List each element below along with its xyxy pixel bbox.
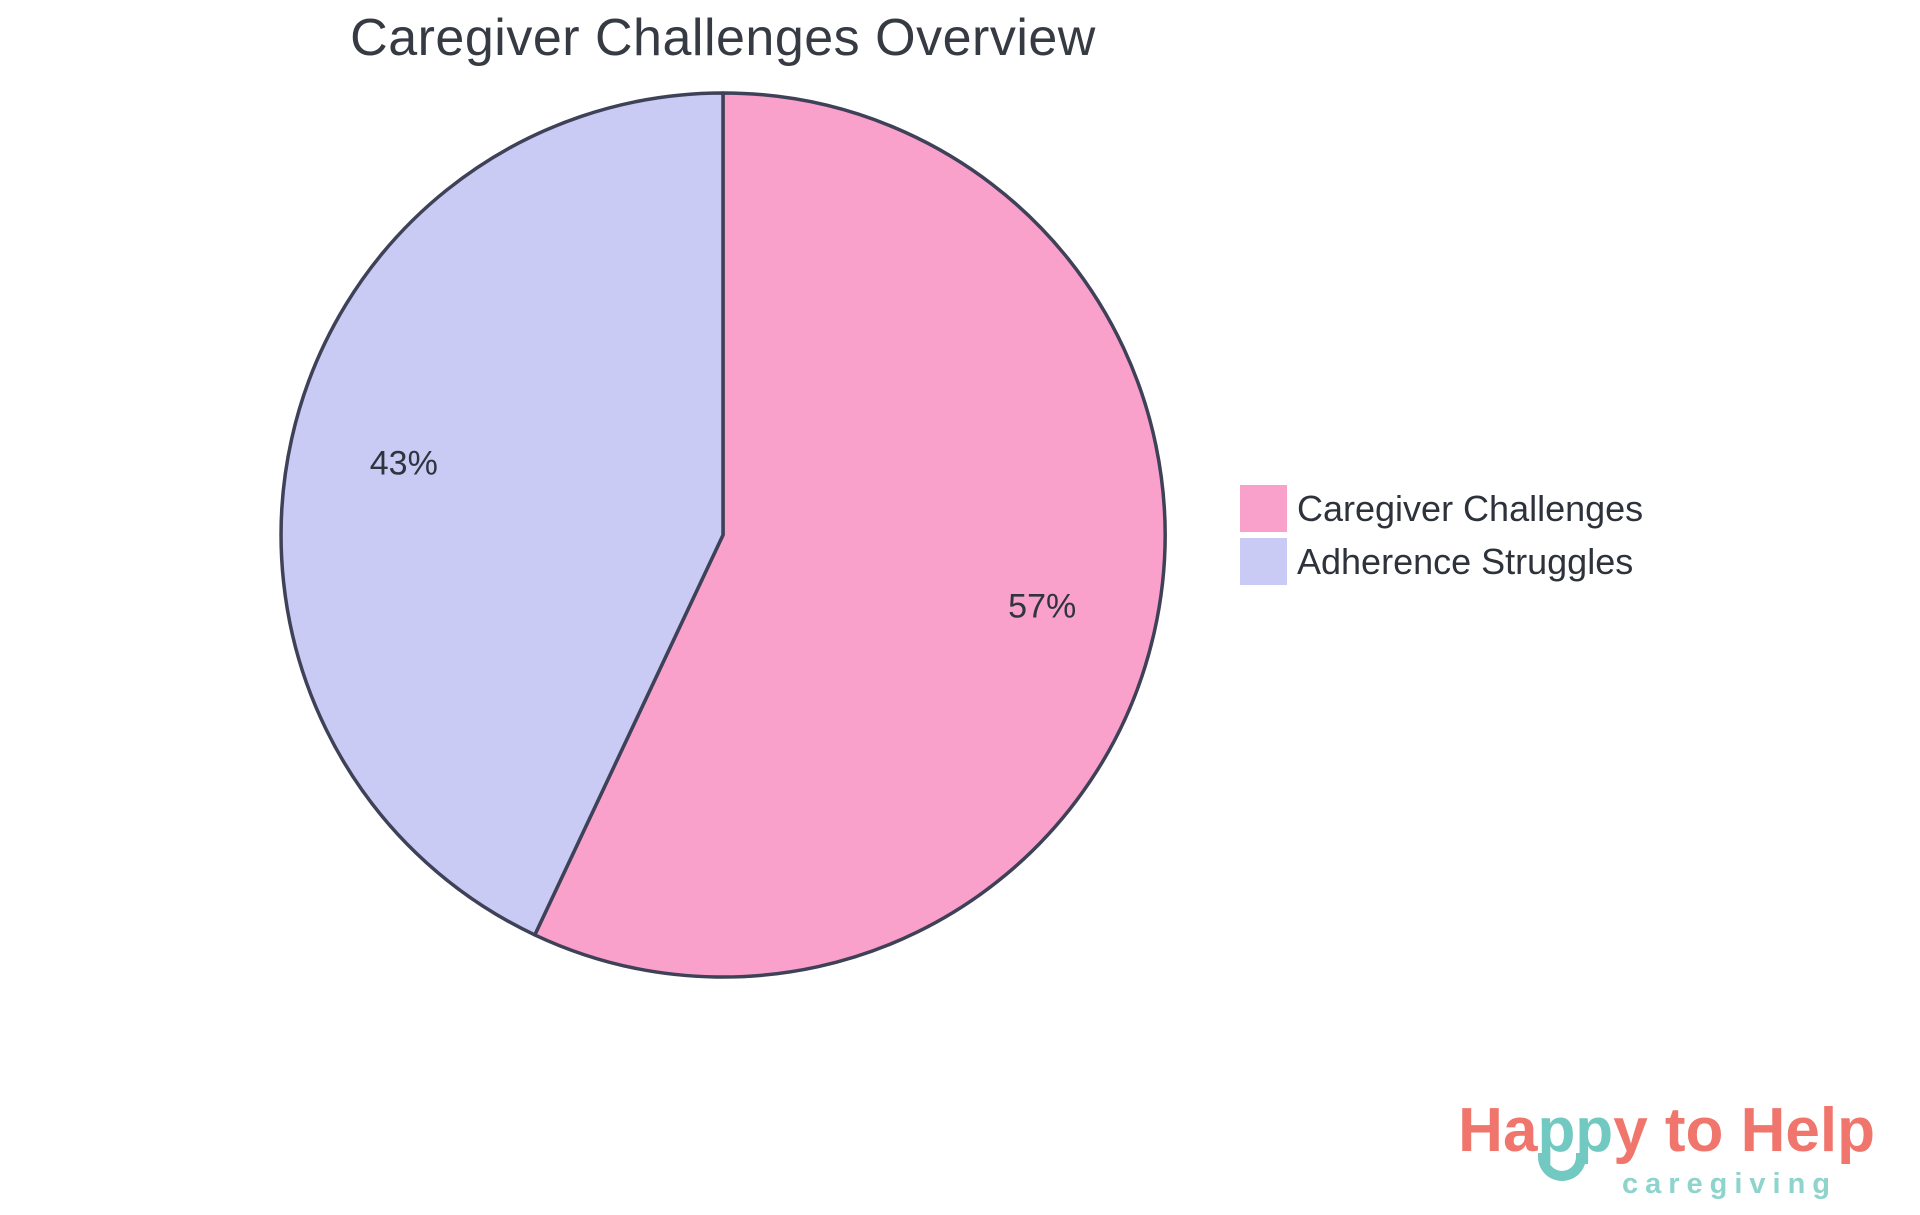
pie-slice-0 bbox=[533, 91, 1167, 979]
legend: Caregiver Challenges Adherence Struggles bbox=[1240, 485, 1643, 591]
slice-pct-label-1: 43% bbox=[370, 445, 438, 483]
logo-text-ha: Ha bbox=[1458, 1096, 1538, 1165]
legend-swatch-adherence-struggles bbox=[1240, 538, 1287, 585]
legend-item-adherence-struggles: Adherence Struggles bbox=[1240, 538, 1643, 585]
chart-title: Caregiver Challenges Overview bbox=[350, 9, 1096, 67]
legend-swatch-caregiver-challenges bbox=[1240, 485, 1287, 532]
logo-wordmark: Happ y to Help bbox=[1458, 1100, 1875, 1181]
logo-subtitle: caregiving bbox=[1621, 1168, 1837, 1200]
legend-label-adherence-struggles: Adherence Struggles bbox=[1297, 540, 1634, 582]
legend-item-caregiver-challenges: Caregiver Challenges bbox=[1240, 485, 1643, 532]
happy-to-help-logo: Happ y to Help caregiving bbox=[1458, 1100, 1875, 1201]
slice-pct-label-0: 57% bbox=[1008, 587, 1076, 625]
smile-icon bbox=[1538, 1153, 1587, 1181]
legend-label-caregiver-challenges: Caregiver Challenges bbox=[1297, 487, 1644, 529]
logo-text-pp: pp bbox=[1537, 1100, 1613, 1181]
logo-text-y-to-help: y to Help bbox=[1613, 1096, 1875, 1165]
logo-text-pp-letters: pp bbox=[1537, 1096, 1614, 1165]
pie-slice-1 bbox=[279, 91, 725, 937]
